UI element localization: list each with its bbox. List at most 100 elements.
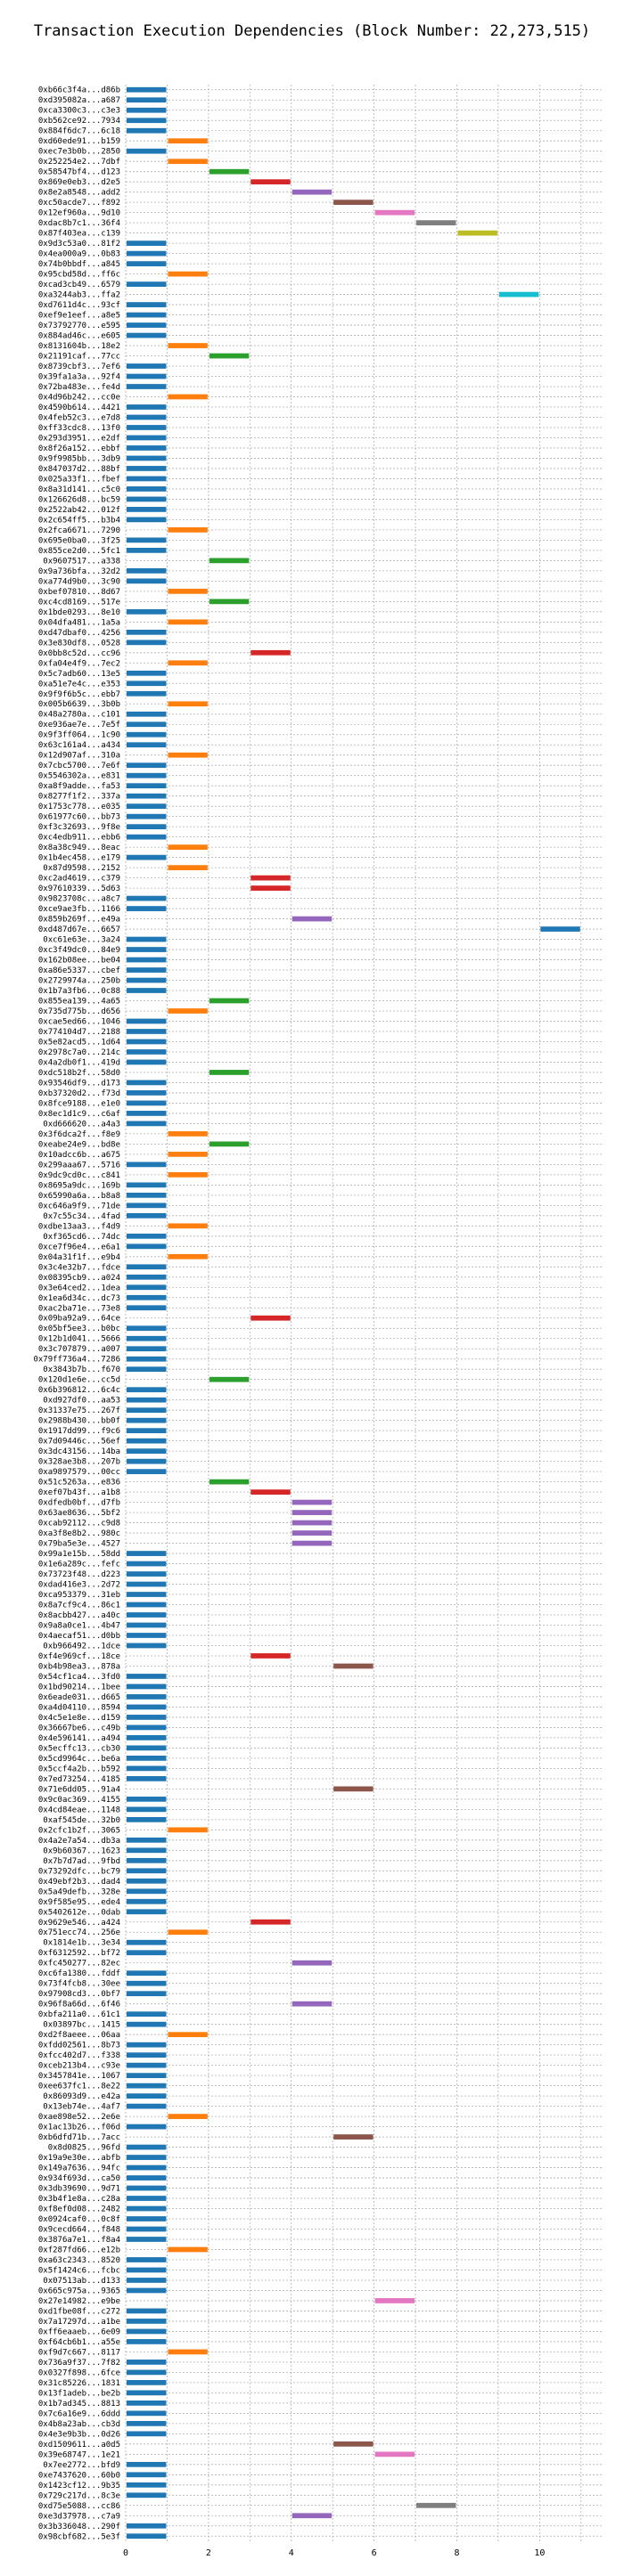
dependency-bar: [127, 1694, 167, 1700]
dependency-bar: [209, 1479, 250, 1485]
y-tick-label: 0x12d907af...310a: [38, 752, 120, 761]
y-tick-label: 0x1423cf12...9b35: [38, 2482, 120, 2490]
dependency-bar: [168, 1223, 208, 1229]
y-tick-label: 0x13eb74e...4af7: [43, 2103, 120, 2112]
dependency-bar: [127, 1356, 167, 1362]
dependency-bar: [127, 2472, 167, 2478]
y-tick-label: 0xfc450277...82ec: [38, 1960, 120, 1969]
dependency-bar: [127, 107, 167, 113]
y-tick-label: 0x8acbb427...a40c: [38, 1611, 120, 1620]
dependency-bar: [127, 2144, 167, 2150]
y-tick-label: 0x87d9598...2152: [43, 864, 120, 873]
dependency-bar: [168, 2246, 208, 2253]
y-tick-label: 0xa3f8e8b2...980c: [38, 1529, 120, 1538]
dependency-bar: [127, 2328, 167, 2335]
y-tick-label: 0xbef07810...8d67: [38, 588, 120, 597]
y-tick-label: 0x2cfc1b2f...3065: [38, 1826, 120, 1835]
dependency-bar: [333, 1786, 374, 1792]
y-tick-label: 0x9f9985bb...3db9: [38, 454, 120, 463]
y-tick-label: 0x7cbc5700...7e6f: [38, 762, 120, 770]
dependency-bar: [127, 2420, 167, 2426]
y-tick-label: 0x7ee2772...bfd9: [43, 2461, 120, 2470]
y-tick-label: 0x2729974a...250b: [38, 977, 120, 986]
y-tick-label: 0xa63c2343...8520: [38, 2256, 120, 2265]
y-tick-label: 0x03897bc...1415: [43, 2021, 120, 2030]
dependency-bar: [291, 1510, 333, 1515]
dependency-bar: [127, 1233, 167, 1239]
dependency-bar: [250, 179, 291, 185]
dependency-bar: [127, 947, 167, 952]
y-tick-label: 0x9d3c53a0...81f2: [38, 240, 120, 249]
dependency-bar: [127, 2103, 167, 2109]
y-tick-label: 0x61977c60...bb73: [38, 813, 120, 822]
y-tick-label: 0x5ecffc13...cb30: [38, 1744, 120, 1753]
dependency-bar: [333, 2441, 374, 2447]
dependency-bar: [168, 1152, 208, 1157]
y-tick-label: 0x1b7a3fb6...0c88: [38, 987, 120, 996]
dependency-bar: [127, 1305, 167, 1311]
y-tick-label: 0xf6312592...bf72: [38, 1949, 120, 1958]
dependency-bar: [127, 2196, 167, 2201]
dependency-bar: [127, 1387, 167, 1393]
y-tick-label: 0x1b7ad345...8813: [38, 2400, 120, 2409]
dependency-bar: [540, 926, 580, 932]
dependency-bar: [127, 1674, 167, 1679]
y-tick-label: 0x5546302a...e831: [38, 772, 120, 781]
dependency-bar: [127, 1264, 167, 1270]
dependency-bar: [127, 1847, 167, 1854]
y-tick-label: 0xdbe13aa3...f4d9: [38, 1222, 120, 1231]
dependency-bar: [127, 1469, 167, 1474]
y-tick-label: 0x9cecd664...f848: [38, 2226, 120, 2235]
dependency-bar: [127, 854, 167, 860]
dependency-bar: [374, 209, 415, 216]
y-tick-label: 0x1ea6d34c...dc73: [38, 1294, 120, 1303]
y-tick-label: 0xa774d9b0...3c90: [38, 577, 120, 586]
dependency-bar: [127, 2155, 167, 2160]
dependency-bar: [127, 681, 167, 687]
dependency-bar: [127, 2431, 167, 2437]
dependency-bar: [168, 1253, 208, 1259]
y-tick-label: 0xeabe24e9...bd8e: [38, 1140, 120, 1149]
dependency-bar: [127, 312, 167, 318]
y-tick-label: 0xb6dfd71b...7acc: [38, 2133, 120, 2142]
dependency-bar: [416, 2502, 456, 2508]
dependency-bar: [127, 1612, 167, 1618]
y-tick-label: 0x08395cb9...a024: [38, 1274, 120, 1283]
dependency-bar: [127, 1602, 167, 1608]
y-tick-label: 0x9f585e95...ede4: [38, 1898, 120, 1907]
y-tick-label: 0x5f1424c6...fcbc: [38, 2266, 120, 2275]
y-tick-label: 0xc4cd8169...517e: [38, 598, 120, 607]
dependency-bar: [127, 445, 167, 451]
y-tick-label: 0x9a736bfa...32d2: [38, 567, 120, 576]
dependency-bar: [127, 250, 167, 257]
dependency-bar: [127, 86, 167, 93]
dependency-bar: [127, 455, 167, 461]
dependency-bar: [168, 660, 208, 666]
y-tick-label: 0xa51e7e4c...e353: [38, 680, 120, 689]
y-tick-label: 0xf365cd6...74dc: [43, 1233, 120, 1242]
y-tick-label: 0x774104d7...2188: [38, 1028, 120, 1037]
dependency-bar: [127, 1633, 167, 1638]
y-tick-label: 0x8131604b...18e2: [38, 342, 120, 351]
dependency-bar: [374, 2451, 415, 2458]
y-tick-label: 0x51c5263a...e836: [38, 1479, 120, 1488]
y-tick-label: 0xe936ae7e...7e5f: [38, 721, 120, 730]
y-tick-label: 0x1e6a289c...fefc: [38, 1561, 120, 1569]
dependency-bar: [127, 834, 167, 840]
dependency-bar: [127, 496, 167, 502]
dependency-bar: [168, 588, 208, 594]
dependency-bar: [168, 1171, 208, 1178]
dependency-bar: [127, 1898, 167, 1904]
y-tick-label: 0xe7437620...60b0: [38, 2471, 120, 2480]
y-tick-label: 0x9b60367...1623: [43, 1846, 120, 1855]
y-tick-label: 0x3f6dca2f...f8e9: [38, 1130, 120, 1139]
dependency-bar: [168, 701, 208, 707]
dependency-bar: [127, 476, 167, 482]
dependency-bar: [127, 640, 167, 646]
y-tick-label: 0xce7f96e4...e6a1: [38, 1243, 120, 1251]
y-tick-label: 0x9823708c...a8c7: [38, 895, 120, 904]
dependency-bar: [127, 2533, 167, 2539]
y-tick-label: 0xef9e1eef...a8e5: [38, 312, 120, 321]
dependency-bar: [209, 353, 250, 359]
